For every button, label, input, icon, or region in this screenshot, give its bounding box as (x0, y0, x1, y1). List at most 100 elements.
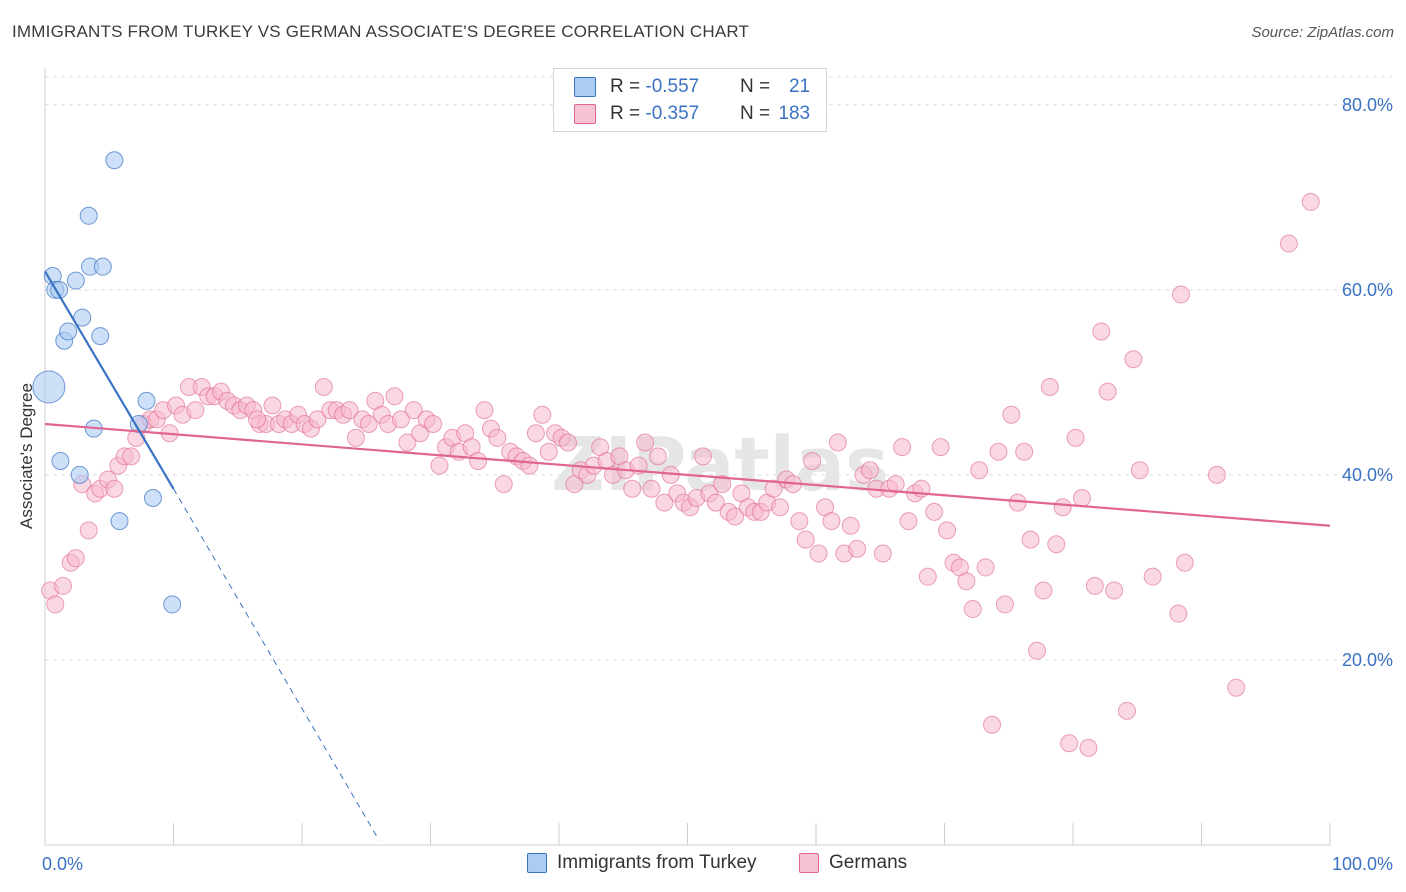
german-point (976, 558, 995, 577)
german-point (533, 405, 552, 424)
legend-n-value: 183 (778, 103, 811, 124)
y-tick-label: 40.0% (1342, 465, 1393, 485)
german-point (539, 442, 558, 461)
german-point (893, 438, 912, 457)
german-point (918, 567, 937, 586)
german-point (623, 479, 642, 498)
german-point (1098, 382, 1117, 401)
turkey-point (32, 370, 66, 404)
german-point (1047, 535, 1066, 554)
turkey-point (110, 512, 129, 531)
german-point (860, 461, 879, 480)
german-point (848, 539, 867, 558)
german-point (931, 438, 950, 457)
legend-r-turkey: R = -0.557 (610, 76, 728, 98)
german-point (79, 521, 98, 540)
turkey-point (50, 280, 69, 299)
german-point (1124, 350, 1143, 369)
german-point (391, 410, 410, 429)
german-point (764, 479, 783, 498)
legend-row-turkey: R = -0.557 N = 21 (574, 75, 810, 99)
turkey-trend-extension (173, 488, 380, 841)
german-point (520, 456, 539, 475)
german-point (186, 401, 205, 420)
turkey-point (105, 151, 124, 170)
bottom-legend-swatch-blue (527, 853, 547, 873)
turkey-point (137, 391, 156, 410)
german-point (1053, 498, 1072, 517)
german-point (1079, 738, 1098, 757)
y-tick-label: 60.0% (1342, 280, 1393, 300)
german-point (314, 377, 333, 396)
german-point (828, 433, 847, 452)
legend-n-value: 21 (788, 76, 811, 97)
german-point (1015, 442, 1034, 461)
y-tick-label: 80.0% (1342, 95, 1393, 115)
german-point (1092, 322, 1111, 341)
german-point (957, 572, 976, 591)
german-point (475, 401, 494, 420)
german-point (558, 433, 577, 452)
german-point (925, 502, 944, 521)
german-point (340, 401, 359, 420)
german-point (1301, 192, 1320, 211)
turkey-point (73, 308, 92, 327)
german-point (385, 387, 404, 406)
german-point (248, 410, 267, 429)
legend-row-germans: R = -0.357 N = 183 (574, 102, 810, 126)
german-point (796, 530, 815, 549)
german-point (494, 475, 513, 494)
german-point (1169, 604, 1188, 623)
german-point (424, 414, 443, 433)
german-point (726, 507, 745, 526)
german-point (841, 516, 860, 535)
y-tick-label: 20.0% (1342, 650, 1393, 670)
german-point (963, 600, 982, 619)
german-point (713, 475, 732, 494)
german-point (488, 428, 507, 447)
x-tick-label: 100.0% (1332, 854, 1393, 874)
german-point (1227, 678, 1246, 697)
german-point (1072, 489, 1091, 508)
german-point (1279, 234, 1298, 253)
german-point (636, 433, 655, 452)
chart-title: IMMIGRANTS FROM TURKEY VS GERMAN ASSOCIA… (12, 22, 750, 41)
german-point (404, 401, 423, 420)
german-point (873, 544, 892, 563)
turkey-point (93, 257, 112, 276)
legend-n-label: N = (740, 103, 771, 124)
german-point (1028, 641, 1047, 660)
legend-n-label: N = (740, 76, 771, 97)
german-trend-line (44, 422, 1331, 527)
german-point (1207, 465, 1226, 484)
german-point (1143, 567, 1162, 586)
german-point (1085, 576, 1104, 595)
german-point (1171, 285, 1190, 304)
turkey-point (51, 452, 70, 470)
german-point (790, 512, 809, 531)
german-point (1002, 405, 1021, 424)
german-point (693, 447, 712, 466)
german-point (1066, 428, 1085, 447)
german-point (346, 428, 365, 447)
turkey-point (59, 322, 78, 341)
german-point (989, 442, 1008, 461)
german-point (263, 396, 282, 415)
legend-swatch-blue (574, 77, 596, 97)
german-point (1105, 581, 1124, 600)
german-point (938, 521, 957, 540)
german-point (46, 595, 65, 614)
german-point (1040, 377, 1059, 396)
german-point (899, 512, 918, 531)
german-point (308, 410, 327, 429)
legend-r-label: R = (610, 103, 646, 124)
german-point (359, 414, 378, 433)
legend-swatch-pink (574, 104, 596, 124)
german-point (983, 715, 1002, 734)
turkey-point (79, 206, 98, 225)
turkey-trend-line (44, 270, 175, 490)
german-point (1117, 701, 1136, 720)
german-point (398, 433, 417, 452)
x-tick-label: 0.0% (42, 854, 83, 874)
